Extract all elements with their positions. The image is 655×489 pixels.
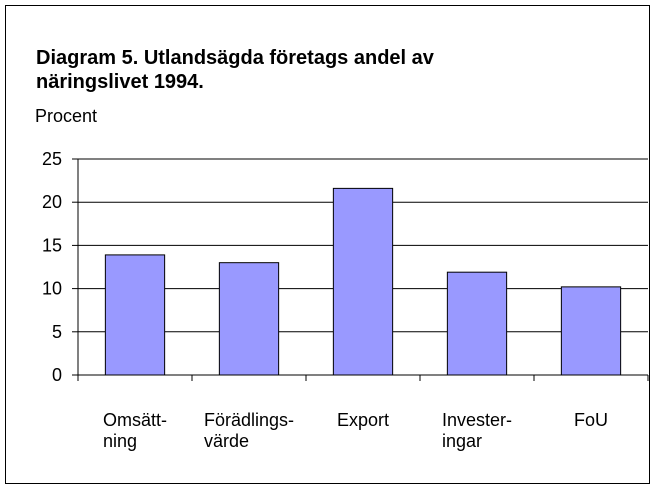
x-tick-label: Förädlings-värde [204, 410, 294, 451]
bar [104, 254, 166, 376]
chart-title: Diagram 5. Utlandsägda företags andel av… [36, 47, 435, 93]
x-tick-label: FoU [574, 410, 608, 430]
y-tick-label: 0 [52, 365, 62, 385]
chart-border [5, 5, 650, 484]
y-axis-label: Procent [35, 106, 97, 126]
y-tick-label: 10 [42, 279, 62, 299]
x-tick-label: Export [337, 410, 389, 430]
y-tick-label: 5 [52, 322, 62, 342]
x-tick-label: Invester-ingar [442, 410, 512, 451]
bar [560, 286, 622, 376]
bar [332, 187, 394, 376]
y-tick-label: 25 [42, 149, 62, 169]
bar [446, 271, 508, 376]
bar [218, 262, 280, 376]
y-tick-label: 20 [42, 192, 62, 212]
y-tick-label: 15 [42, 235, 62, 255]
x-tick-label: Omsätt-ning [103, 410, 167, 451]
